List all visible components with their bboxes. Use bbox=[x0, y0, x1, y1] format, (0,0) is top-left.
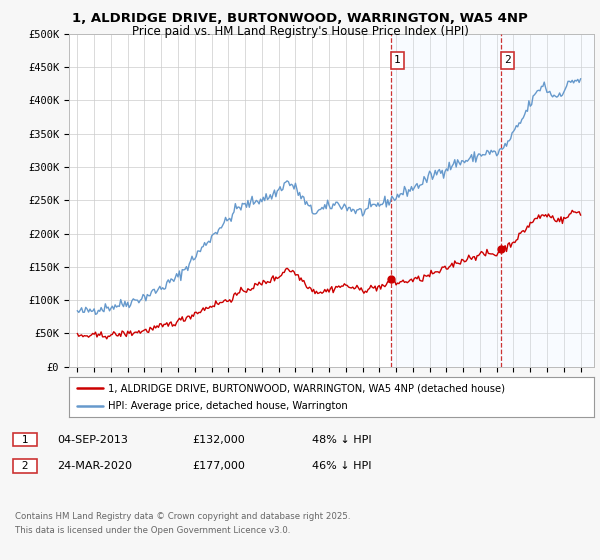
Text: 2: 2 bbox=[15, 461, 35, 471]
Text: 1: 1 bbox=[394, 55, 401, 66]
Text: £132,000: £132,000 bbox=[192, 435, 245, 445]
Text: 48% ↓ HPI: 48% ↓ HPI bbox=[312, 435, 371, 445]
Text: 04-SEP-2013: 04-SEP-2013 bbox=[57, 435, 128, 445]
Text: £177,000: £177,000 bbox=[192, 461, 245, 471]
Bar bbox=[500, 34, 594, 367]
Text: 46% ↓ HPI: 46% ↓ HPI bbox=[312, 461, 371, 471]
Bar bbox=[391, 34, 500, 367]
Text: 1: 1 bbox=[15, 435, 35, 445]
Text: HPI: Average price, detached house, Warrington: HPI: Average price, detached house, Warr… bbox=[109, 401, 348, 411]
Text: Contains HM Land Registry data © Crown copyright and database right 2025.
This d: Contains HM Land Registry data © Crown c… bbox=[15, 512, 350, 535]
Text: 1, ALDRIDGE DRIVE, BURTONWOOD, WARRINGTON, WA5 4NP (detached house): 1, ALDRIDGE DRIVE, BURTONWOOD, WARRINGTO… bbox=[109, 383, 505, 393]
Text: 24-MAR-2020: 24-MAR-2020 bbox=[57, 461, 132, 471]
Text: 2: 2 bbox=[504, 55, 511, 66]
Text: 1, ALDRIDGE DRIVE, BURTONWOOD, WARRINGTON, WA5 4NP: 1, ALDRIDGE DRIVE, BURTONWOOD, WARRINGTO… bbox=[72, 12, 528, 25]
Text: Price paid vs. HM Land Registry's House Price Index (HPI): Price paid vs. HM Land Registry's House … bbox=[131, 25, 469, 38]
